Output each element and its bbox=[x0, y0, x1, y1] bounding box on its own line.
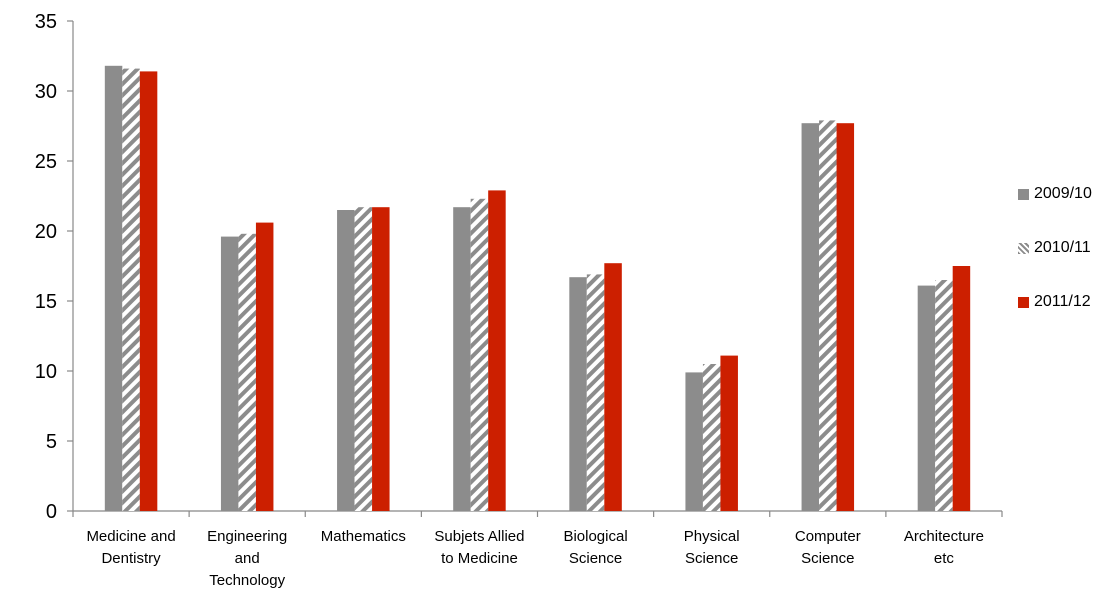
bar-2010-11 bbox=[935, 280, 953, 511]
legend-label: 2009/10 bbox=[1034, 185, 1092, 202]
x-tick-label: Physical bbox=[684, 528, 740, 545]
legend-label: 2010/11 bbox=[1034, 239, 1091, 256]
legend-swatch bbox=[1018, 188, 1029, 200]
labels: Medicine and Dentistry Engineering and Techn… bbox=[86, 528, 984, 589]
bar-2009-10 bbox=[801, 123, 820, 511]
x-tick-label: Dentistry bbox=[101, 550, 161, 567]
legend-swatch bbox=[1018, 242, 1029, 254]
x-tick-label: Science bbox=[569, 550, 622, 567]
bar-2011-12 bbox=[952, 266, 971, 511]
bar-2009-10 bbox=[569, 277, 587, 511]
bar-2009-10 bbox=[685, 372, 703, 511]
bar-2009-10 bbox=[337, 210, 355, 511]
y-tick-label: 15 bbox=[35, 291, 57, 313]
bar-2011-12 bbox=[139, 71, 158, 512]
bar-2010-11 bbox=[122, 68, 140, 511]
x-tick-label: Medicine and bbox=[86, 528, 175, 545]
bar-2010-11 bbox=[702, 364, 721, 511]
y-tick-label: 5 bbox=[46, 431, 57, 453]
bar-2009-10 bbox=[220, 236, 239, 511]
x-tick-label: Technology bbox=[209, 572, 285, 589]
legend-label: 2011/12 bbox=[1034, 293, 1091, 310]
bar-2009-10 bbox=[917, 285, 936, 511]
x-tick-label: Science bbox=[685, 550, 738, 567]
axes: 0 5 10 15 20 25 30 35 bbox=[35, 11, 1003, 523]
legend-item-2009-10: 2009/10 bbox=[1018, 180, 1113, 208]
y-tick-label: 20 bbox=[35, 221, 57, 243]
y-tick-label: 30 bbox=[35, 81, 57, 103]
x-tick-label: Computer bbox=[795, 528, 861, 545]
legend-item-2010-11: 2010/11 bbox=[1018, 234, 1113, 262]
bar-2010-11 bbox=[354, 207, 373, 511]
y-tick-label: 0 bbox=[46, 501, 57, 523]
x-tick-label: Architecture bbox=[904, 528, 984, 545]
x-tick-label: Science bbox=[801, 550, 854, 567]
legend: 2009/10 2010/11 2011/12 bbox=[1018, 180, 1113, 342]
x-tick-label: and bbox=[235, 550, 260, 567]
bar-2009-10 bbox=[453, 207, 471, 511]
bar-2011-12 bbox=[604, 263, 622, 511]
y-tick-label: 35 bbox=[35, 11, 57, 33]
bar-2010-11 bbox=[819, 120, 837, 512]
y-tick-label: 25 bbox=[35, 151, 57, 173]
x-tick-label: to Medicine bbox=[441, 550, 518, 567]
bar-2010-11 bbox=[238, 233, 256, 512]
legend-item-2011-12: 2011/12 bbox=[1018, 288, 1113, 316]
bar-2011-12 bbox=[372, 207, 390, 511]
x-tick-label: Mathematics bbox=[321, 528, 406, 545]
bar-2009-10 bbox=[104, 65, 123, 512]
x-tick-label: Engineering bbox=[207, 528, 287, 545]
bars bbox=[104, 65, 971, 512]
x-tick-label: Subjets Allied bbox=[434, 528, 524, 545]
bar-2011-12 bbox=[720, 355, 738, 511]
legend-swatch bbox=[1018, 296, 1029, 308]
y-tick-label: 10 bbox=[35, 361, 57, 383]
bar-2011-12 bbox=[488, 190, 506, 511]
bar-2010-11 bbox=[586, 274, 605, 511]
x-tick-label: etc bbox=[934, 550, 955, 567]
bar-2010-11 bbox=[470, 198, 489, 512]
x-tick-label: Biological bbox=[563, 528, 627, 545]
bar-2011-12 bbox=[836, 123, 855, 511]
bar-2011-12 bbox=[255, 222, 274, 511]
